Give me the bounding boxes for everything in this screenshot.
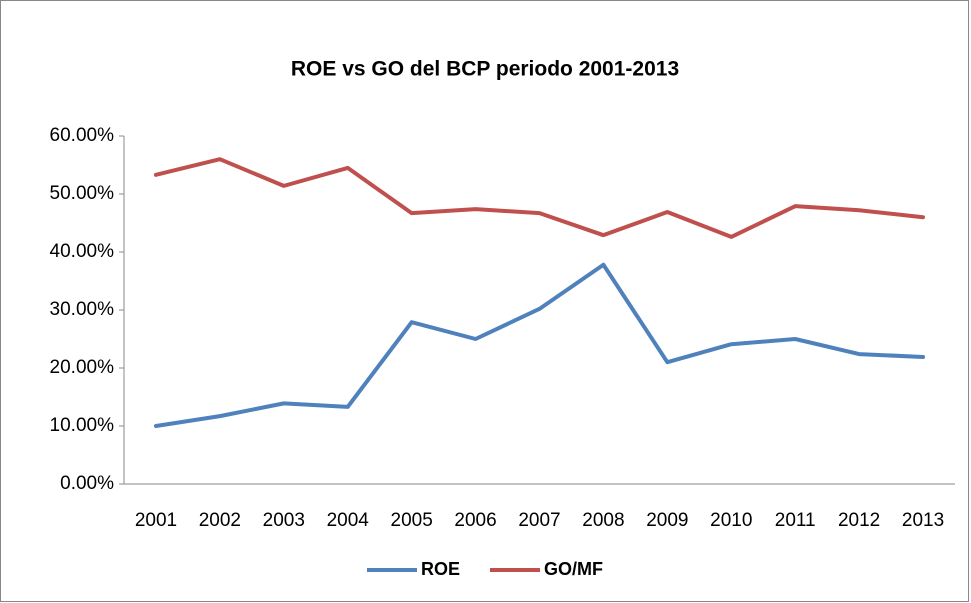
y-tick-label: 50.00% bbox=[50, 183, 115, 204]
y-tick-label: 30.00% bbox=[50, 299, 115, 320]
y-tick-label: 40.00% bbox=[50, 241, 115, 262]
x-tick-label: 2013 bbox=[902, 510, 944, 531]
y-tick-label: 20.00% bbox=[50, 357, 115, 378]
x-tick-label: 2010 bbox=[710, 510, 752, 531]
x-tick-label: 2003 bbox=[263, 510, 305, 531]
series-line bbox=[153, 157, 926, 239]
legend-label: GO/MF bbox=[544, 559, 603, 579]
x-tick-label: 2011 bbox=[775, 510, 816, 531]
legend-label: ROE bbox=[421, 559, 460, 579]
y-tick-label: 0.00% bbox=[60, 473, 114, 494]
x-tick-label: 2008 bbox=[582, 510, 624, 531]
x-tick-label: 2002 bbox=[199, 510, 241, 531]
y-tick-label: 10.00% bbox=[50, 415, 115, 436]
x-tick-label: 2006 bbox=[454, 510, 496, 531]
x-tick-label: 2007 bbox=[518, 510, 560, 531]
x-tick-label: 2001 bbox=[135, 510, 177, 531]
chart-title: ROE vs GO del BCP periodo 2001-2013 bbox=[291, 58, 679, 81]
y-tick-label: 60.00% bbox=[50, 125, 115, 146]
series-line bbox=[153, 262, 926, 428]
x-tick-label: 2012 bbox=[838, 510, 880, 531]
x-tick-label: 2009 bbox=[646, 510, 688, 531]
x-tick-label: 2005 bbox=[391, 510, 433, 531]
x-tick-label: 2004 bbox=[327, 510, 370, 531]
